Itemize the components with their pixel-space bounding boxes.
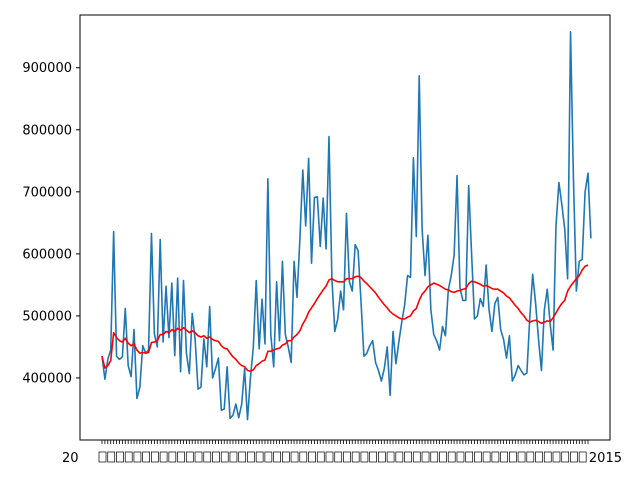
x-tick-label-overlap [316,451,325,463]
y-tick-label: 400000 [22,371,72,386]
x-tick-label-overlap [343,451,351,463]
x-tick-label-overlap [526,451,535,463]
plot-area [80,15,610,440]
x-tick-label-overlap [334,451,343,463]
x-tick-label-overlap [142,451,151,463]
x-tick-label-overlap [281,451,290,463]
x-tick-label-overlap [500,451,508,463]
plot-frame [79,14,611,441]
x-tick-label-overlap [517,451,526,463]
x-tick-label-overlap [447,451,456,463]
x-tick-label-band [98,451,587,463]
x-tick-label-overlap [430,451,439,463]
x-tick-label-overlap [552,451,561,463]
x-tick-label-overlap [185,451,194,463]
x-tick-label-overlap [168,451,177,463]
y-tick-label: 600000 [22,247,72,262]
series-layer [101,30,592,421]
x-tick-label-overlap [360,451,369,463]
x-tick-label-overlap [508,451,517,463]
series-line-rolling-mean [101,264,589,372]
x-tick-label-overlap [439,451,447,463]
x-tick-label-overlap [159,451,168,463]
x-tick-label-overlap [290,451,299,463]
y-tick-label: 500000 [22,309,72,324]
x-tick-label-overlap [491,451,500,463]
x-tick-label-overlap [124,451,133,463]
x-tick-label-overlap [561,451,570,463]
x-axis: 20 2015 [62,440,622,466]
x-tick-label-overlap [255,451,264,463]
x-tick-label-overlap [378,451,386,463]
x-tick-label-overlap [578,451,587,463]
x-tick-label-overlap [412,451,421,463]
x-tick-label-overlap [543,451,552,463]
x-tick-label-overlap [474,451,482,463]
y-tick-label: 800000 [22,123,72,138]
x-tick-label-overlap [395,451,404,463]
x-tick-label-first: 20 [62,451,79,466]
y-tick-label: 700000 [22,185,72,200]
x-tick-label-overlap [98,451,107,463]
x-tick-label-overlap [351,451,360,463]
x-tick-label-overlap [404,451,412,463]
series-line-data [101,30,592,421]
x-tick-label-overlap [482,451,491,463]
x-tick-label-last: 2015 [589,451,622,466]
x-tick-label-overlap [325,451,334,463]
x-tick-label-overlap [369,451,377,463]
x-tick-label-overlap [194,451,203,463]
x-tick-label-overlap [308,451,316,463]
x-tick-label-overlap [535,451,543,463]
x-tick-label-overlap [386,451,395,463]
x-tick-label-overlap [212,451,220,463]
x-tick-label-overlap [238,451,247,463]
x-tick-label-overlap [247,451,255,463]
x-tick-label-overlap [220,451,229,463]
x-tick-label-overlap [203,451,212,463]
x-tick-label-overlap [177,451,185,463]
x-tick-label-overlap [456,451,465,463]
x-tick-label-overlap [421,451,430,463]
y-tick-label: 900000 [22,61,72,76]
x-tick-label-overlap [151,451,159,463]
x-tick-label-overlap [465,451,474,463]
x-tick-label-overlap [299,451,308,463]
x-tick-label-overlap [133,451,142,463]
plot-background [80,15,610,440]
x-tick-label-overlap [264,451,273,463]
y-axis: 400000 500000 600000 700000 800000 900000 [22,61,80,386]
x-tick-label-overlap [273,451,281,463]
x-tick-label-overlap [116,451,124,463]
x-tick-label-overlap [570,451,578,463]
x-tick-label-overlap [229,451,238,463]
x-tick-label-overlap [107,451,116,463]
